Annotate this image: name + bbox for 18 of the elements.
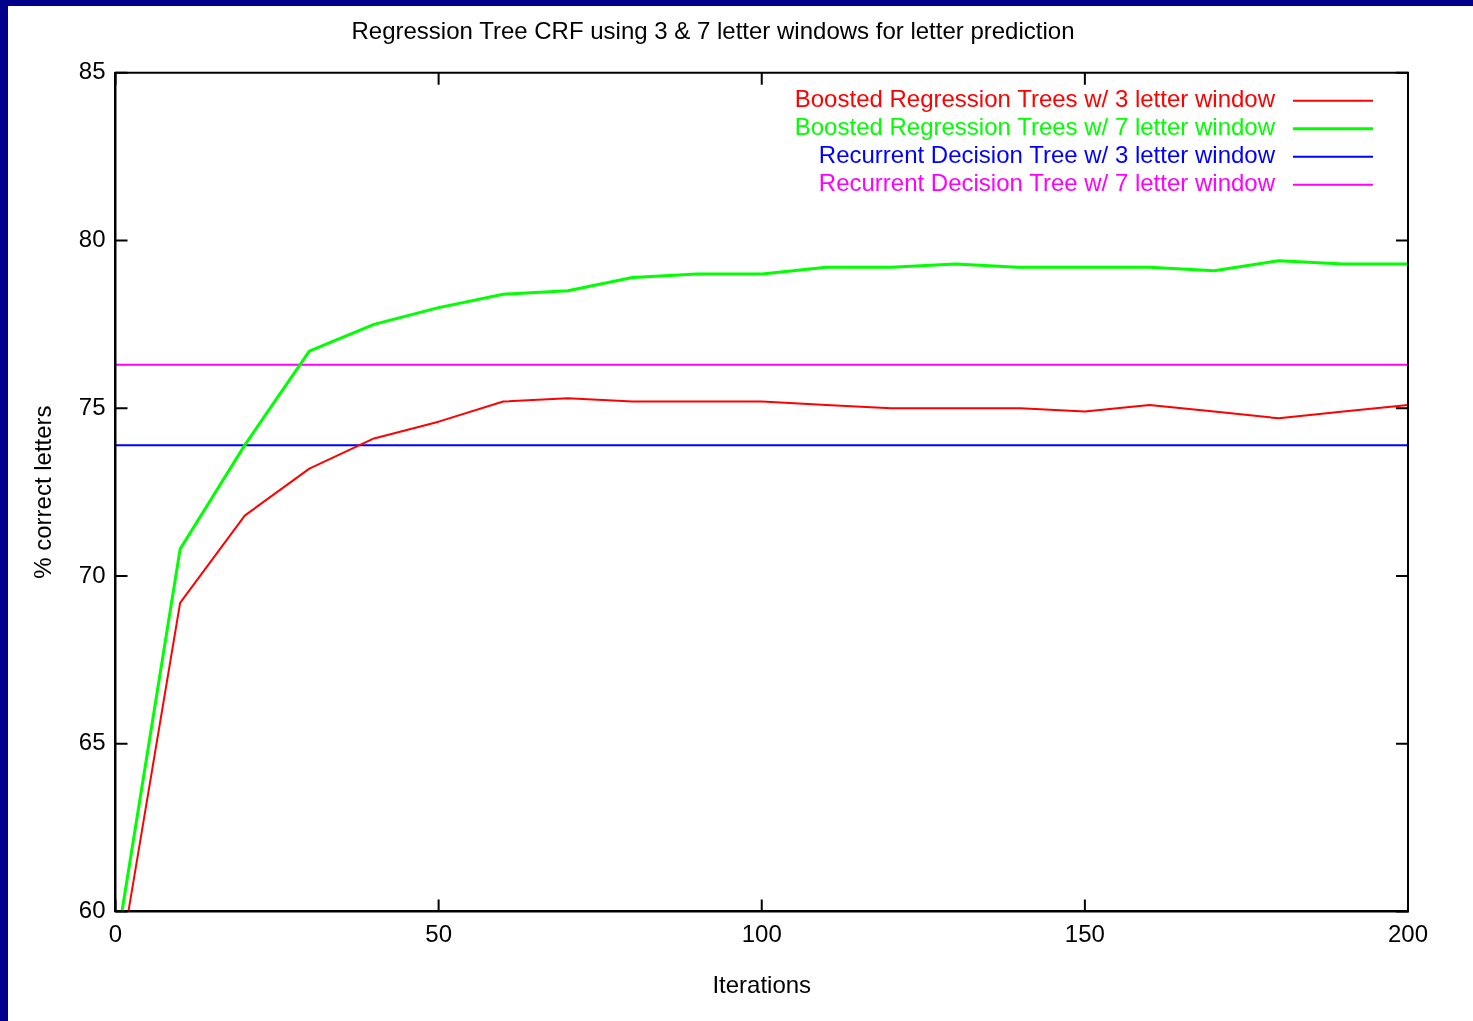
x-tick-label: 100 (741, 920, 782, 948)
y-tick-label: 65 (78, 728, 106, 756)
x-tick-label: 200 (1387, 920, 1429, 948)
x-tick-label: 150 (1064, 920, 1105, 948)
x-tick-label: 50 (425, 920, 452, 948)
x-tick-label: 0 (108, 920, 123, 948)
y-tick-label: 85 (78, 57, 106, 85)
y-tick-label: 80 (78, 225, 106, 253)
legend-label: Boosted Regression Trees w/ 3 letter window (794, 85, 1276, 113)
y-tick-label: 75 (78, 392, 106, 420)
legend-label: Recurrent Decision Tree w/ 3 letter window (818, 141, 1276, 169)
legend-label: Boosted Regression Trees w/ 7 letter window (794, 113, 1276, 141)
y-tick-label: 70 (78, 560, 106, 588)
legend-label: Recurrent Decision Tree w/ 7 letter window (818, 169, 1276, 197)
y-tick-label: 60 (78, 896, 106, 924)
y-axis-title: % correct letters (29, 405, 57, 579)
x-axis-title: Iterations (712, 971, 812, 999)
chart-title: Regression Tree CRF using 3 & 7 letter windows for letter prediction (351, 17, 1075, 45)
